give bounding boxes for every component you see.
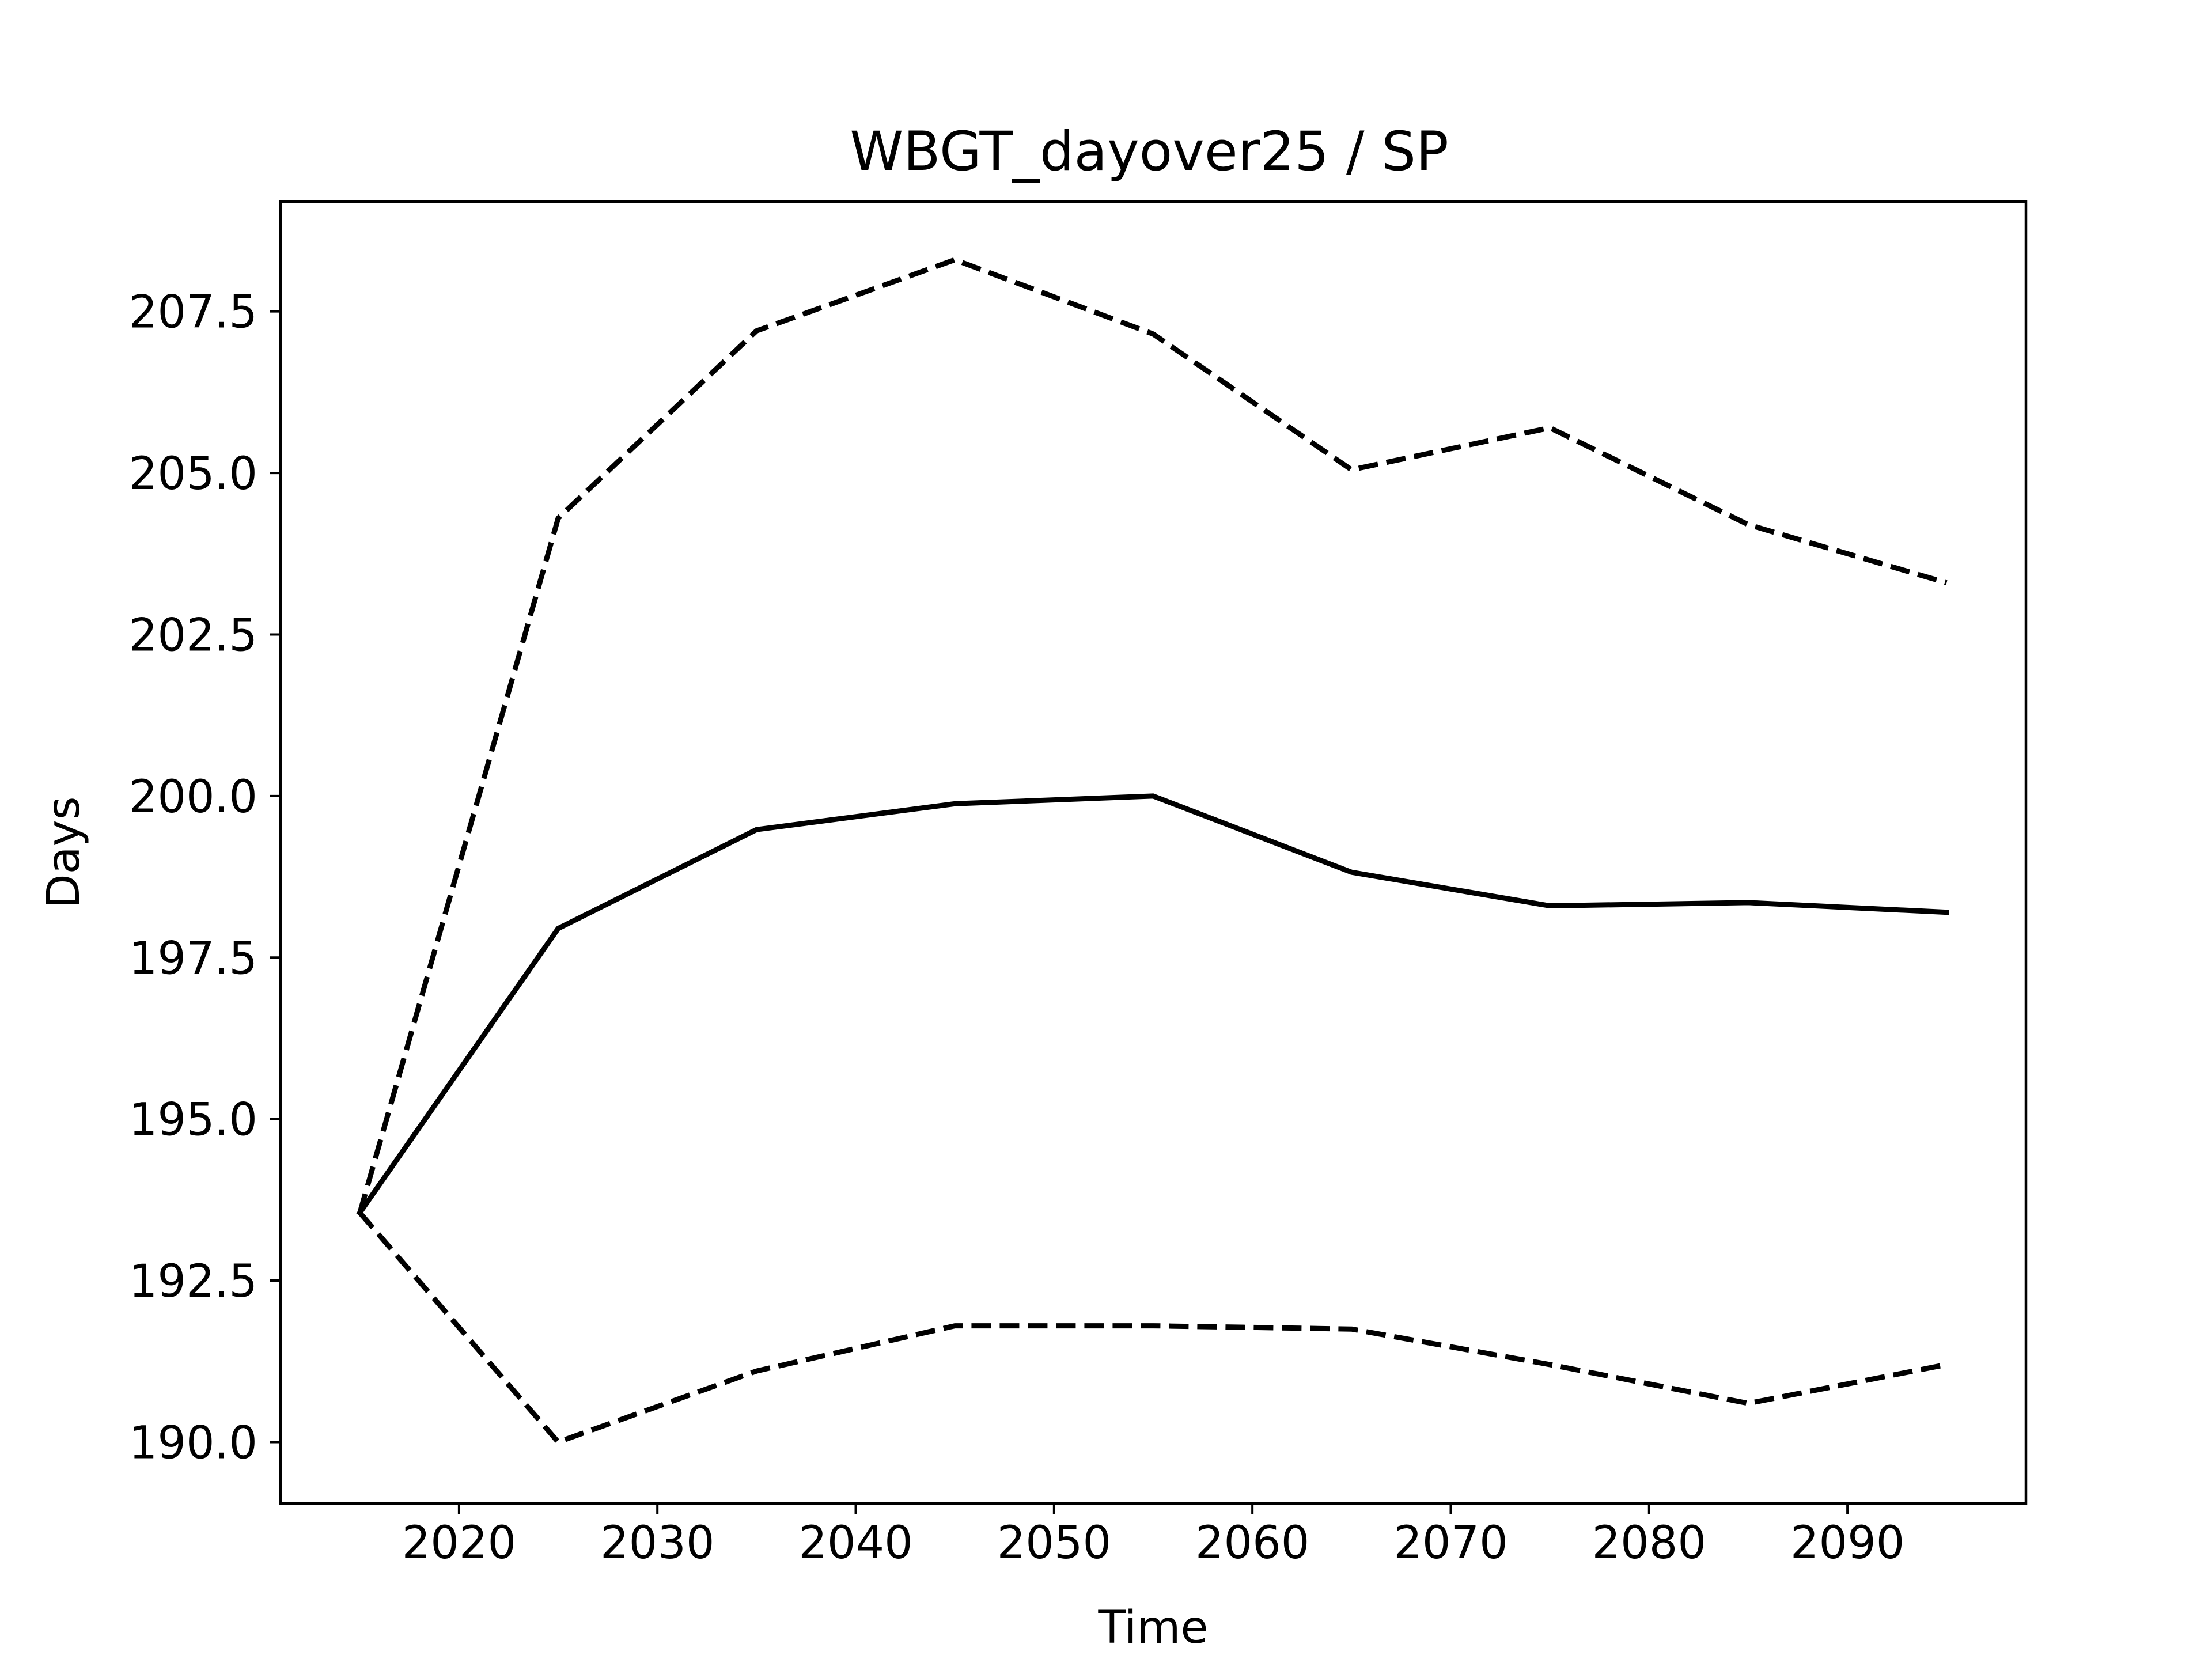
x-tick-label: 2050: [997, 1517, 1112, 1569]
x-tick-label: 2060: [1195, 1517, 1310, 1569]
x-tick-label: 2080: [1592, 1517, 1707, 1569]
y-tick-label: 190.0: [129, 1417, 257, 1469]
y-axis: 190.0 192.5 195.0 197.5 200.0 202.5 205.0 207.5: [129, 287, 281, 1469]
y-tick-label: 202.5: [129, 609, 257, 661]
series-layer: [356, 257, 1950, 1445]
y-tick-label: 200.0: [129, 771, 257, 823]
x-tick-label: 2020: [402, 1517, 517, 1569]
dashed-series-line-1: [357, 257, 1948, 1214]
x-tick-label: 2090: [1790, 1517, 1905, 1569]
y-tick-label: 205.0: [129, 448, 257, 500]
chart-title: WBGT_dayover25 / SP: [850, 120, 1449, 183]
solid-series-line-0: [356, 793, 1950, 1217]
x-tick-label: 2040: [798, 1517, 913, 1569]
y-tick-label: 197.5: [129, 933, 257, 984]
axes-frame: [279, 200, 2028, 1505]
plot-area: [279, 200, 2028, 1505]
y-tick-label: 195.0: [129, 1094, 257, 1146]
y-axis-label: Days: [38, 797, 90, 909]
y-tick-label: 192.5: [129, 1256, 257, 1308]
x-tick-label: 2030: [600, 1517, 715, 1569]
x-axis: 2020 2030 2040 2050 2060 2070 2080 2090: [402, 1503, 1905, 1569]
y-tick-label: 207.5: [129, 287, 257, 339]
dashed-series-line-2: [358, 1211, 1948, 1445]
x-axis-label: Time: [1098, 1602, 1209, 1654]
x-tick-label: 2070: [1393, 1517, 1508, 1569]
